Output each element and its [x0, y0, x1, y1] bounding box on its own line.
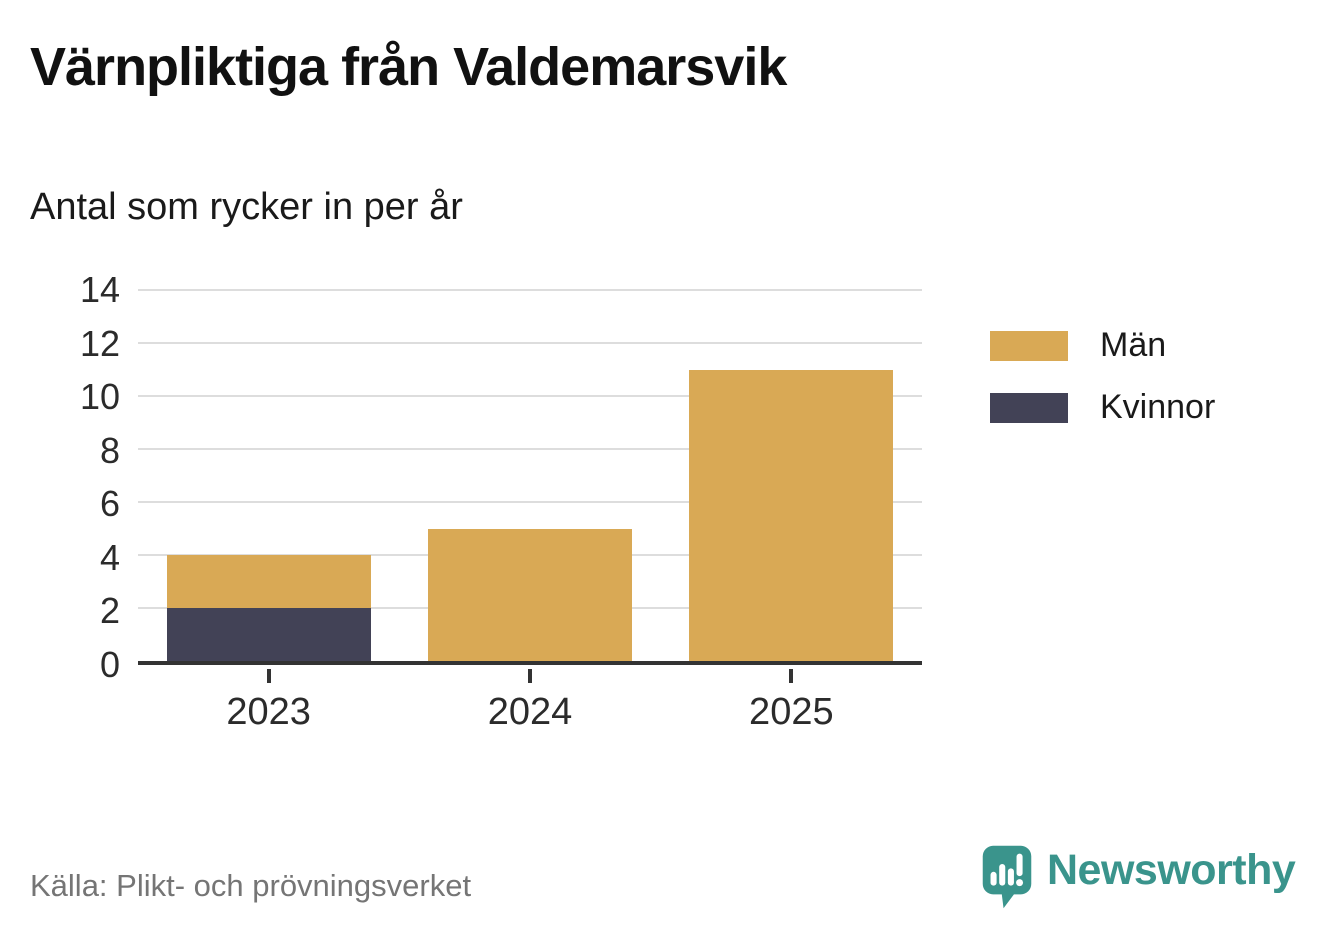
chart-title: Värnpliktiga från Valdemarsvik — [30, 37, 787, 97]
x-tick-label-2024: 2024 — [487, 691, 573, 733]
y-tick-label-10: 10 — [79, 376, 120, 418]
y-tick-label-2: 2 — [99, 590, 120, 632]
x-axis: 2023 2024 2025 — [138, 669, 922, 739]
x-tick-label-2025: 2025 — [749, 691, 834, 733]
legend-item-män: Män — [990, 326, 1215, 365]
gridline-6 — [138, 501, 922, 503]
y-tick-label-14: 14 — [79, 269, 120, 310]
x-tick-mark-2024 — [528, 669, 532, 683]
bar-segment-män-2023 — [166, 555, 371, 608]
legend-label-kvinnor: Kvinnor — [1100, 388, 1216, 426]
gridline-8 — [138, 448, 922, 450]
plot-area — [138, 289, 922, 665]
y-tick-label-4: 4 — [99, 536, 120, 578]
bar-segment-män-2025 — [689, 369, 894, 661]
x-tick-mark-2025 — [789, 669, 794, 683]
legend-swatch-kvinnor — [990, 392, 1068, 423]
y-axis: 0 2 4 6 8 10 12 14 — [20, 269, 120, 685]
legend-label-män: Män — [1100, 326, 1167, 364]
chart-subtitle: Antal som rycker in per år — [30, 186, 463, 228]
gridline-10 — [138, 395, 922, 397]
y-tick-label-6: 6 — [99, 483, 120, 525]
gridline-12 — [138, 342, 922, 344]
y-tick-label-8: 8 — [99, 429, 120, 471]
gridline-14 — [138, 289, 922, 291]
y-tick-label-12: 12 — [79, 322, 120, 364]
bar-segment-män-2024 — [428, 528, 632, 661]
legend-item-kvinnor: Kvinnor — [990, 388, 1215, 427]
brand-name: Newsworthy — [1047, 846, 1296, 894]
x-tick-mark-2023 — [266, 669, 271, 683]
bar-segment-kvinnor-2023 — [166, 608, 371, 661]
x-tick-label-2023: 2023 — [226, 691, 311, 733]
source-note: Källa: Plikt- och prövningsverket — [30, 868, 472, 903]
legend-swatch-män — [990, 330, 1068, 361]
y-tick-label-0: 0 — [99, 644, 120, 685]
legend: Män Kvinnor — [990, 326, 1215, 427]
bar-chart-speech-bubble-icon — [982, 845, 1032, 909]
brand-logo: Newsworthy — [981, 844, 1296, 910]
